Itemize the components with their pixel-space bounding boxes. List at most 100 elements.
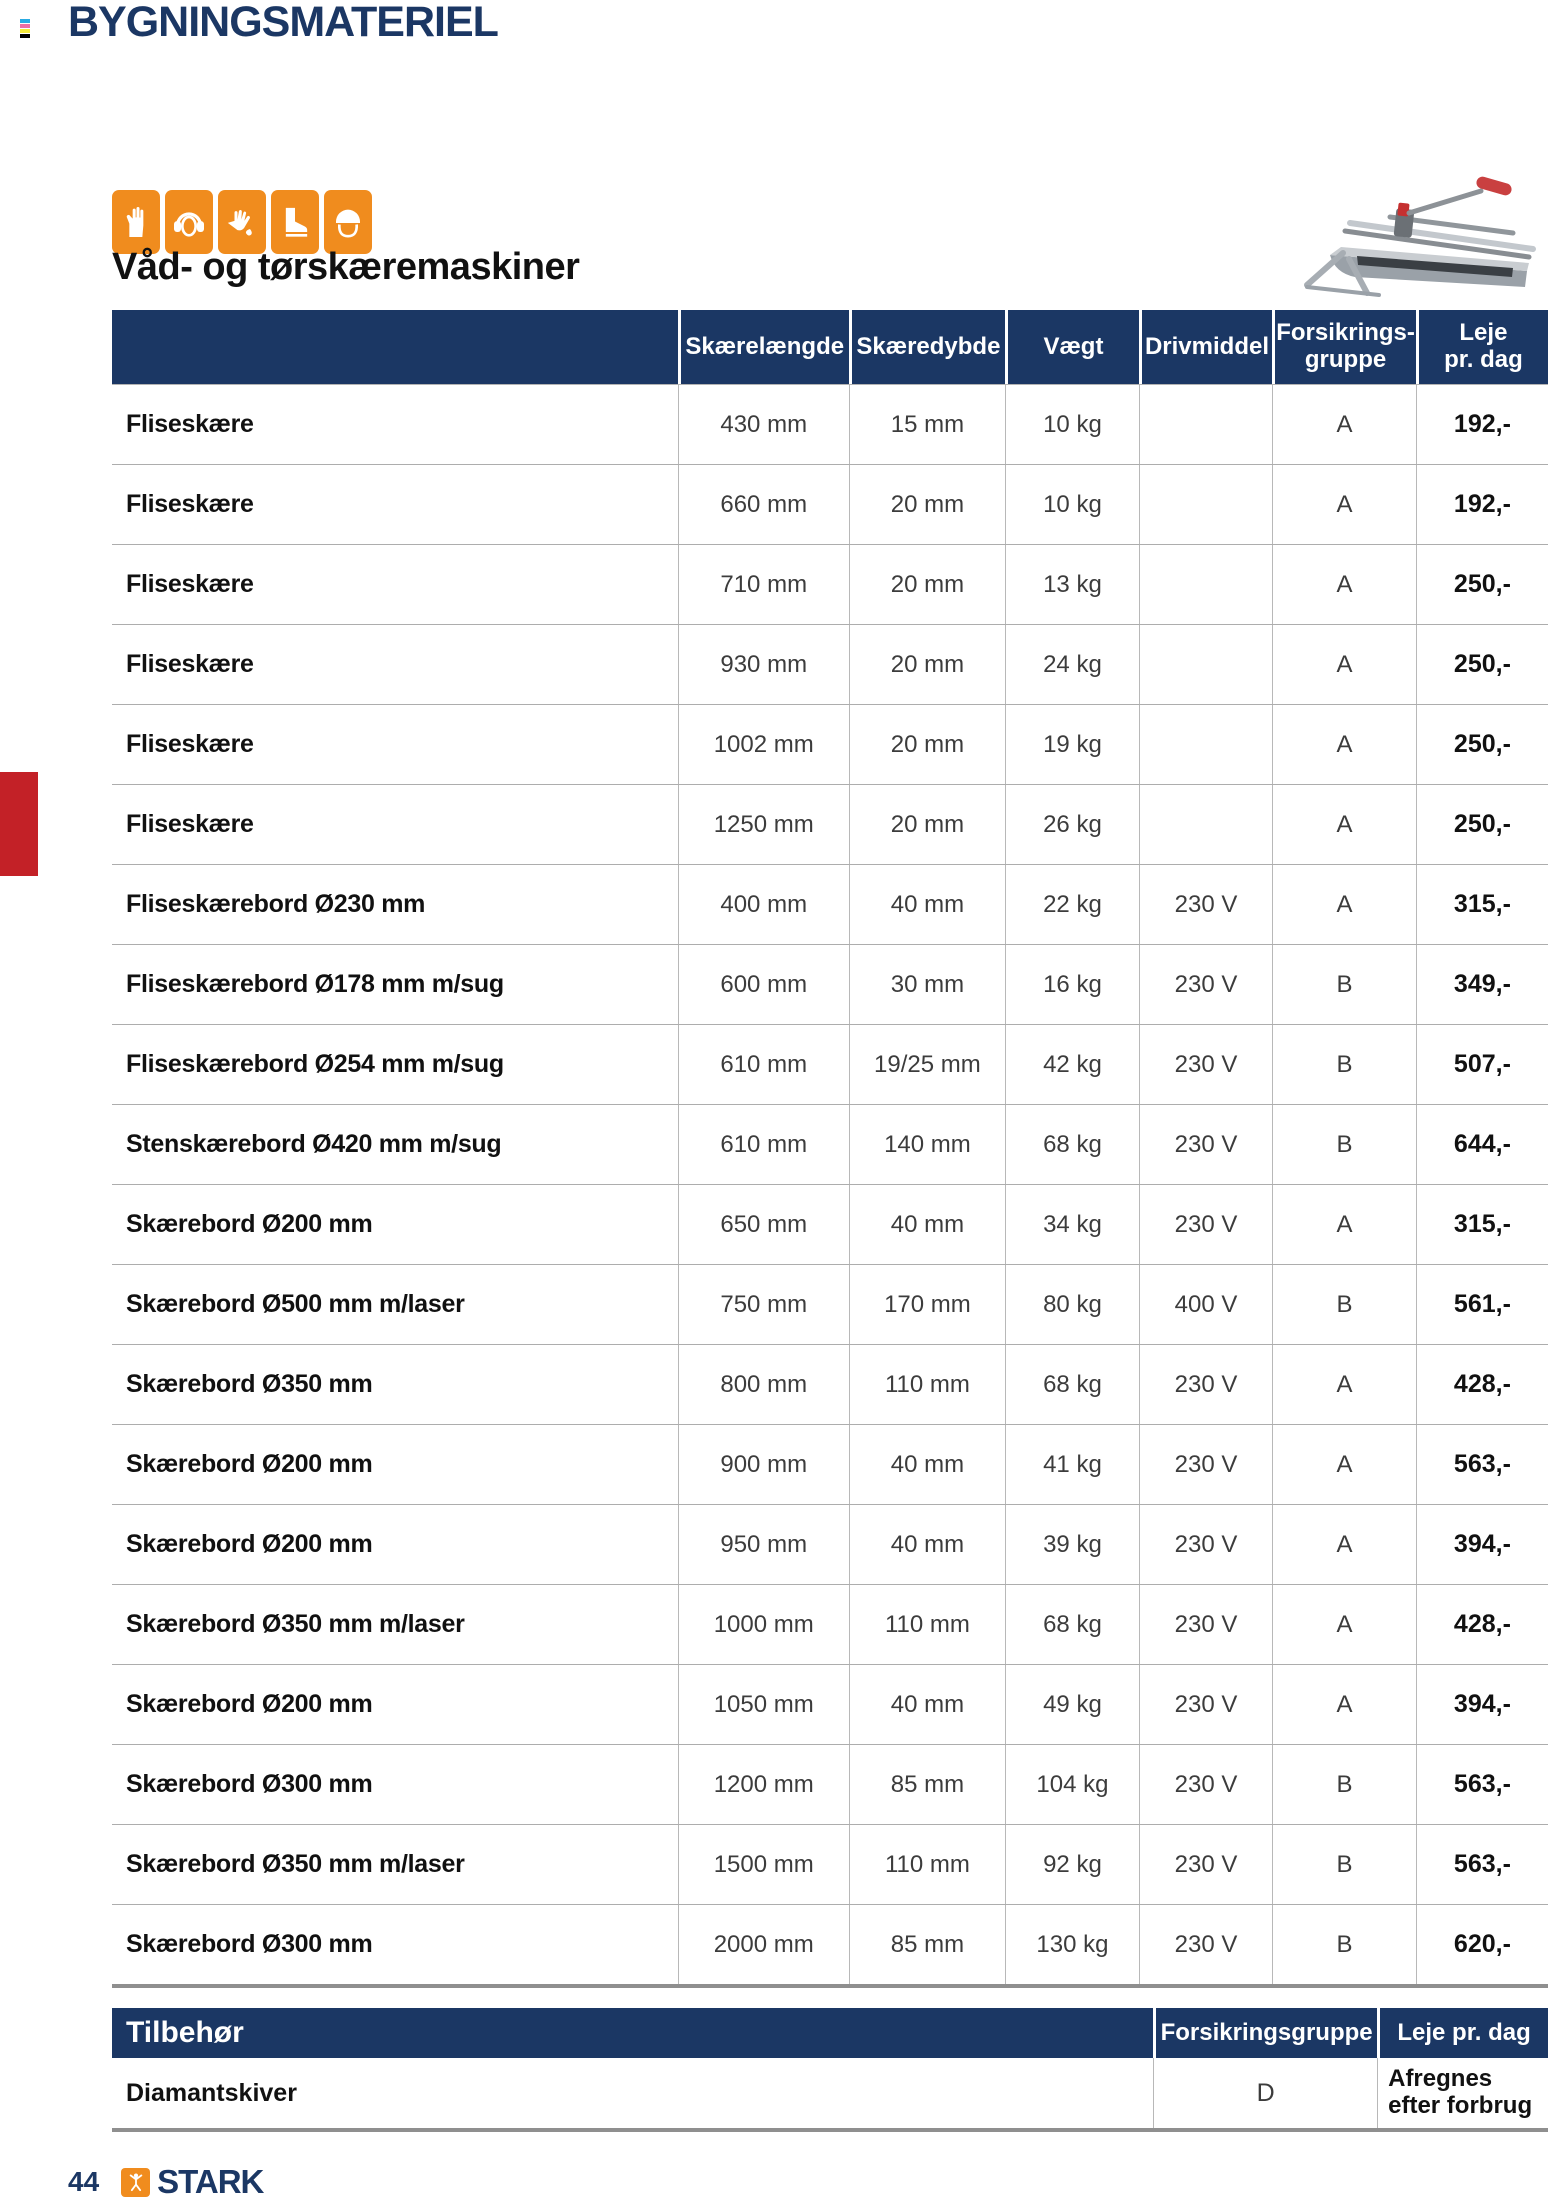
weight-value: 92 kg bbox=[1005, 1825, 1139, 1904]
power-value bbox=[1138, 625, 1273, 704]
table-row: Fliseskærebord Ø254 mm m/sug 610 mm 19/2… bbox=[112, 1025, 1548, 1105]
product-name: Skærebord Ø200 mm bbox=[126, 1530, 373, 1558]
insurance-group-value: B bbox=[1272, 945, 1416, 1024]
power-value: 230 V bbox=[1138, 1665, 1273, 1744]
cut-depth-value: 40 mm bbox=[848, 865, 1006, 944]
cut-depth-value: 110 mm bbox=[848, 1825, 1006, 1904]
cut-depth-value: 20 mm bbox=[848, 545, 1006, 624]
power-value: 230 V bbox=[1138, 1345, 1273, 1424]
insurance-group-value: A bbox=[1272, 1585, 1416, 1664]
product-name: Skærebord Ø300 mm bbox=[126, 1770, 373, 1798]
table-row: Fliseskære 660 mm 20 mm 10 kg A 192,- bbox=[112, 465, 1548, 545]
weight-value: 10 kg bbox=[1005, 465, 1139, 544]
price-per-day-value: 428,- bbox=[1415, 1585, 1548, 1664]
cut-length-value: 1200 mm bbox=[677, 1745, 849, 1824]
weight-value: 80 kg bbox=[1005, 1265, 1139, 1344]
insurance-group-value: A bbox=[1272, 1505, 1416, 1584]
accessories-header-price: Leje pr. dag bbox=[1377, 2008, 1548, 2058]
insurance-group-value: A bbox=[1272, 1185, 1416, 1264]
cut-depth-value: 40 mm bbox=[848, 1505, 1006, 1584]
insurance-group-value: A bbox=[1272, 705, 1416, 784]
insurance-group-value: A bbox=[1272, 1425, 1416, 1504]
cut-depth-value: 170 mm bbox=[848, 1265, 1006, 1344]
accessory-insurance-group: D bbox=[1153, 2058, 1377, 2128]
accessories-header-row: Tilbehør Forsikringsgruppe Leje pr. dag bbox=[112, 2008, 1548, 2058]
product-name: Skærebord Ø200 mm bbox=[126, 1450, 373, 1478]
cut-length-value: 950 mm bbox=[677, 1505, 849, 1584]
weight-value: 34 kg bbox=[1005, 1185, 1139, 1264]
product-name: Fliseskære bbox=[126, 730, 254, 758]
table-row: Skærebord Ø200 mm 1050 mm 40 mm 49 kg 23… bbox=[112, 1665, 1548, 1745]
table-row: Fliseskære 710 mm 20 mm 13 kg A 250,- bbox=[112, 545, 1548, 625]
table-row: Skærebord Ø350 mm 800 mm 110 mm 68 kg 23… bbox=[112, 1345, 1548, 1425]
header-cut-length: Skærelængde bbox=[677, 310, 849, 384]
weight-value: 39 kg bbox=[1005, 1505, 1139, 1584]
cut-length-value: 1002 mm bbox=[677, 705, 849, 784]
product-name: Fliseskære bbox=[126, 490, 254, 518]
header-weight: Vægt bbox=[1005, 310, 1139, 384]
price-per-day-value: 394,- bbox=[1415, 1665, 1548, 1744]
price-per-day-value: 192,- bbox=[1415, 465, 1548, 544]
page-number: 44 bbox=[68, 2166, 100, 2197]
cut-depth-value: 40 mm bbox=[848, 1425, 1006, 1504]
power-value: 230 V bbox=[1138, 1505, 1273, 1584]
header-insurance-group: Forsikrings- gruppe bbox=[1272, 310, 1416, 384]
power-value: 230 V bbox=[1138, 1905, 1273, 1984]
price-per-day-value: 315,- bbox=[1415, 1185, 1548, 1264]
power-value: 230 V bbox=[1138, 1185, 1273, 1264]
power-value: 230 V bbox=[1138, 1105, 1273, 1184]
insurance-group-value: B bbox=[1272, 1265, 1416, 1344]
cut-depth-value: 85 mm bbox=[848, 1905, 1006, 1984]
cut-depth-value: 110 mm bbox=[848, 1585, 1006, 1664]
price-per-day-value: 250,- bbox=[1415, 545, 1548, 624]
cut-length-value: 650 mm bbox=[677, 1185, 849, 1264]
price-per-day-value: 315,- bbox=[1415, 865, 1548, 944]
insurance-group-value: B bbox=[1272, 1025, 1416, 1104]
table-row: Skærebord Ø300 mm 2000 mm 85 mm 130 kg 2… bbox=[112, 1905, 1548, 1984]
accessory-price: Afregnes efter forbrug bbox=[1377, 2058, 1548, 2128]
accessories-row: Diamantskiver D Afregnes efter forbrug bbox=[112, 2058, 1548, 2128]
table-row: Skærebord Ø300 mm 1200 mm 85 mm 104 kg 2… bbox=[112, 1745, 1548, 1825]
cut-length-value: 900 mm bbox=[677, 1425, 849, 1504]
insurance-group-value: A bbox=[1272, 1345, 1416, 1424]
cut-depth-value: 85 mm bbox=[848, 1745, 1006, 1824]
cut-length-value: 1000 mm bbox=[677, 1585, 849, 1664]
weight-value: 13 kg bbox=[1005, 545, 1139, 624]
cut-depth-value: 20 mm bbox=[848, 465, 1006, 544]
chapter-side-tab bbox=[0, 772, 38, 876]
cut-length-value: 1250 mm bbox=[677, 785, 849, 864]
insurance-group-value: B bbox=[1272, 1825, 1416, 1904]
price-per-day-value: 561,- bbox=[1415, 1265, 1548, 1344]
table-body: Fliseskære 430 mm 15 mm 10 kg A 192,- Fl… bbox=[112, 384, 1548, 1988]
weight-value: 22 kg bbox=[1005, 865, 1139, 944]
table-row: Fliseskære 430 mm 15 mm 10 kg A 192,- bbox=[112, 385, 1548, 465]
price-per-day-value: 192,- bbox=[1415, 385, 1548, 464]
header-cut-depth: Skæredybde bbox=[848, 310, 1006, 384]
insurance-group-value: B bbox=[1272, 1905, 1416, 1984]
power-value bbox=[1138, 465, 1273, 544]
price-per-day-value: 250,- bbox=[1415, 785, 1548, 864]
print-registration-mark bbox=[20, 19, 30, 39]
product-name: Fliseskærebord Ø230 mm bbox=[126, 890, 426, 918]
insurance-group-value: B bbox=[1272, 1745, 1416, 1824]
cut-length-value: 710 mm bbox=[677, 545, 849, 624]
price-per-day-value: 563,- bbox=[1415, 1745, 1548, 1824]
power-value bbox=[1138, 785, 1273, 864]
insurance-group-value: A bbox=[1272, 865, 1416, 944]
product-name: Skærebord Ø350 mm m/laser bbox=[126, 1610, 465, 1638]
insurance-group-value: A bbox=[1272, 465, 1416, 544]
price-per-day-value: 250,- bbox=[1415, 705, 1548, 784]
insurance-group-value: A bbox=[1272, 625, 1416, 704]
power-value: 230 V bbox=[1138, 865, 1273, 944]
product-name: Skærebord Ø300 mm bbox=[126, 1930, 373, 1958]
table-row: Skærebord Ø200 mm 900 mm 40 mm 41 kg 230… bbox=[112, 1425, 1548, 1505]
product-name: Fliseskærebord Ø178 mm m/sug bbox=[126, 970, 504, 998]
cut-length-value: 2000 mm bbox=[677, 1905, 849, 1984]
weight-value: 19 kg bbox=[1005, 705, 1139, 784]
weight-value: 104 kg bbox=[1005, 1745, 1139, 1824]
power-value: 230 V bbox=[1138, 1585, 1273, 1664]
cut-length-value: 800 mm bbox=[677, 1345, 849, 1424]
safety-icons-row bbox=[112, 190, 372, 254]
weight-value: 24 kg bbox=[1005, 625, 1139, 704]
